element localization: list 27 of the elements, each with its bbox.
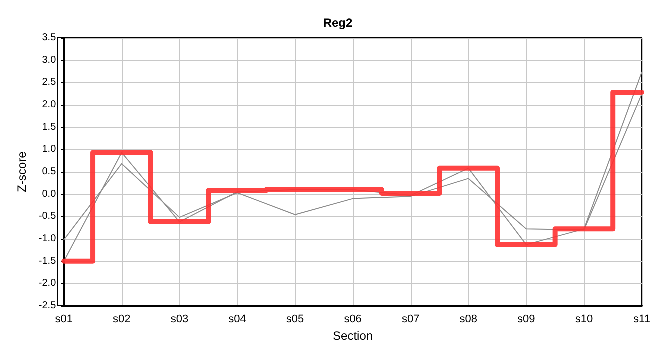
y-tick-label: 1.0 xyxy=(42,144,57,156)
y-tick-label: -1.5 xyxy=(38,256,57,267)
y-tick-label: 2.0 xyxy=(42,100,57,110)
y-tick-label: -1.0 xyxy=(38,234,57,244)
chart-title: Reg2 xyxy=(323,16,353,30)
x-tick-label: s01 xyxy=(55,314,74,326)
y-tick-label: 0.5 xyxy=(42,166,57,178)
x-tick-label: s06 xyxy=(344,314,362,326)
y-tick-label: -0.5 xyxy=(38,211,57,222)
x-tick-label: s05 xyxy=(286,314,304,326)
y-tick-label: 3.0 xyxy=(42,54,57,66)
y-tick-label: 0.0 xyxy=(42,188,57,200)
x-tick-label: s03 xyxy=(170,314,189,326)
x-tick-label: s04 xyxy=(228,314,246,326)
x-tick-label: s10 xyxy=(575,314,594,326)
y-tick-label: 2.5 xyxy=(42,77,57,88)
x-tick-label: s02 xyxy=(113,314,131,326)
x-tick-label: s08 xyxy=(460,314,478,326)
x-tick-label: s07 xyxy=(402,314,420,326)
y-axis-title: Z-score xyxy=(15,151,29,192)
x-axis-title: Section xyxy=(333,328,374,343)
x-tick-label: s09 xyxy=(518,314,536,326)
x-tick-label: s11 xyxy=(634,314,650,326)
y-tick-label: 1.5 xyxy=(42,122,57,133)
y-tick-label: 3.5 xyxy=(42,32,57,44)
y-tick-label: -2.0 xyxy=(38,278,57,290)
y-tick-label: -2.5 xyxy=(38,300,57,312)
